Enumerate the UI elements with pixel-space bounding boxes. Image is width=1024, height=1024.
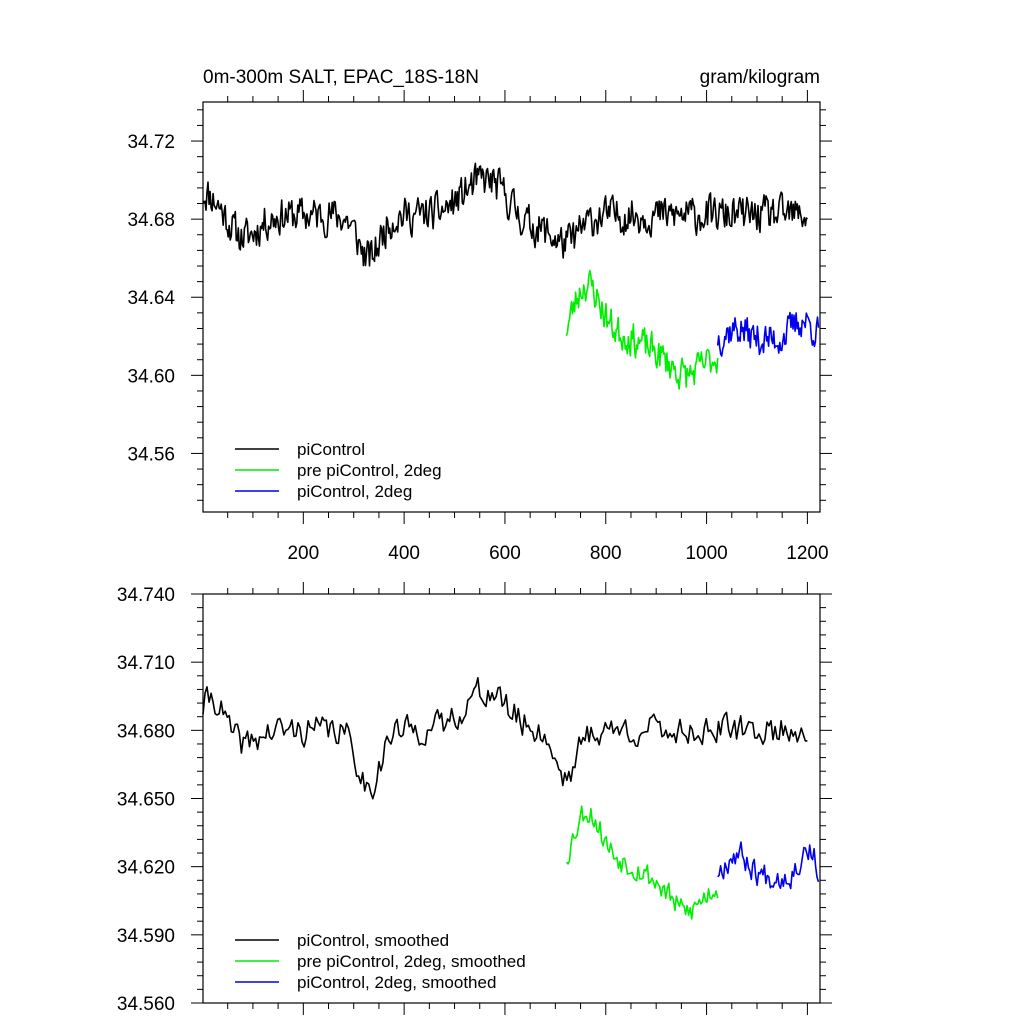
legend-label-1: pre piControl, 2deg — [297, 461, 442, 480]
y-tick-label: 34.56 — [127, 444, 175, 465]
y-tick-label: 34.590 — [117, 926, 175, 947]
y-tick-label: 34.60 — [127, 366, 175, 387]
plot-frame — [202, 101, 821, 513]
y-tick-label: 34.710 — [117, 653, 175, 674]
series-line-2 — [717, 841, 820, 890]
x-tick-label: 1200 — [786, 543, 828, 564]
series-line-1 — [565, 805, 719, 920]
top-panel-units: gram/kilogram — [700, 67, 820, 88]
legend-label-2: piControl, 2deg — [297, 482, 412, 501]
y-tick-label: 34.72 — [127, 132, 175, 153]
y-tick-label: 34.68 — [127, 210, 175, 231]
legend-label-0: piControl — [297, 440, 365, 459]
plot-frame — [202, 593, 821, 1004]
series-line-2 — [716, 311, 820, 357]
y-tick-label: 34.650 — [117, 790, 175, 811]
y-tick-label: 34.740 — [117, 585, 175, 606]
series-line-1 — [565, 269, 719, 390]
legend-label-0: piControl, smoothed — [297, 931, 449, 950]
y-tick-label: 34.680 — [117, 721, 175, 742]
x-tick-label: 400 — [388, 543, 420, 564]
series-line-0 — [202, 162, 809, 267]
x-tick-label: 200 — [287, 543, 319, 564]
series-line-0 — [202, 677, 808, 800]
bottom-panel: 34.560 34.590 34.620 34.650 34.680 34.710 34.7… — [117, 582, 832, 1015]
y-tick-label: 34.560 — [117, 994, 175, 1015]
top-panel: 0m-300m SALT, EPAC_18S-18N gram/kilogram… — [127, 67, 832, 564]
legend-label-1: pre piControl, 2deg, smoothed — [297, 952, 526, 971]
x-tick-label: 600 — [489, 543, 521, 564]
x-tick-label: 800 — [590, 543, 622, 564]
y-tick-label: 34.64 — [127, 288, 175, 309]
top-panel-title: 0m-300m SALT, EPAC_18S-18N — [203, 67, 479, 88]
legend-label-2: piControl, 2deg, smoothed — [297, 973, 496, 992]
y-tick-label: 34.620 — [117, 858, 175, 879]
x-tick-label: 1000 — [685, 543, 727, 564]
